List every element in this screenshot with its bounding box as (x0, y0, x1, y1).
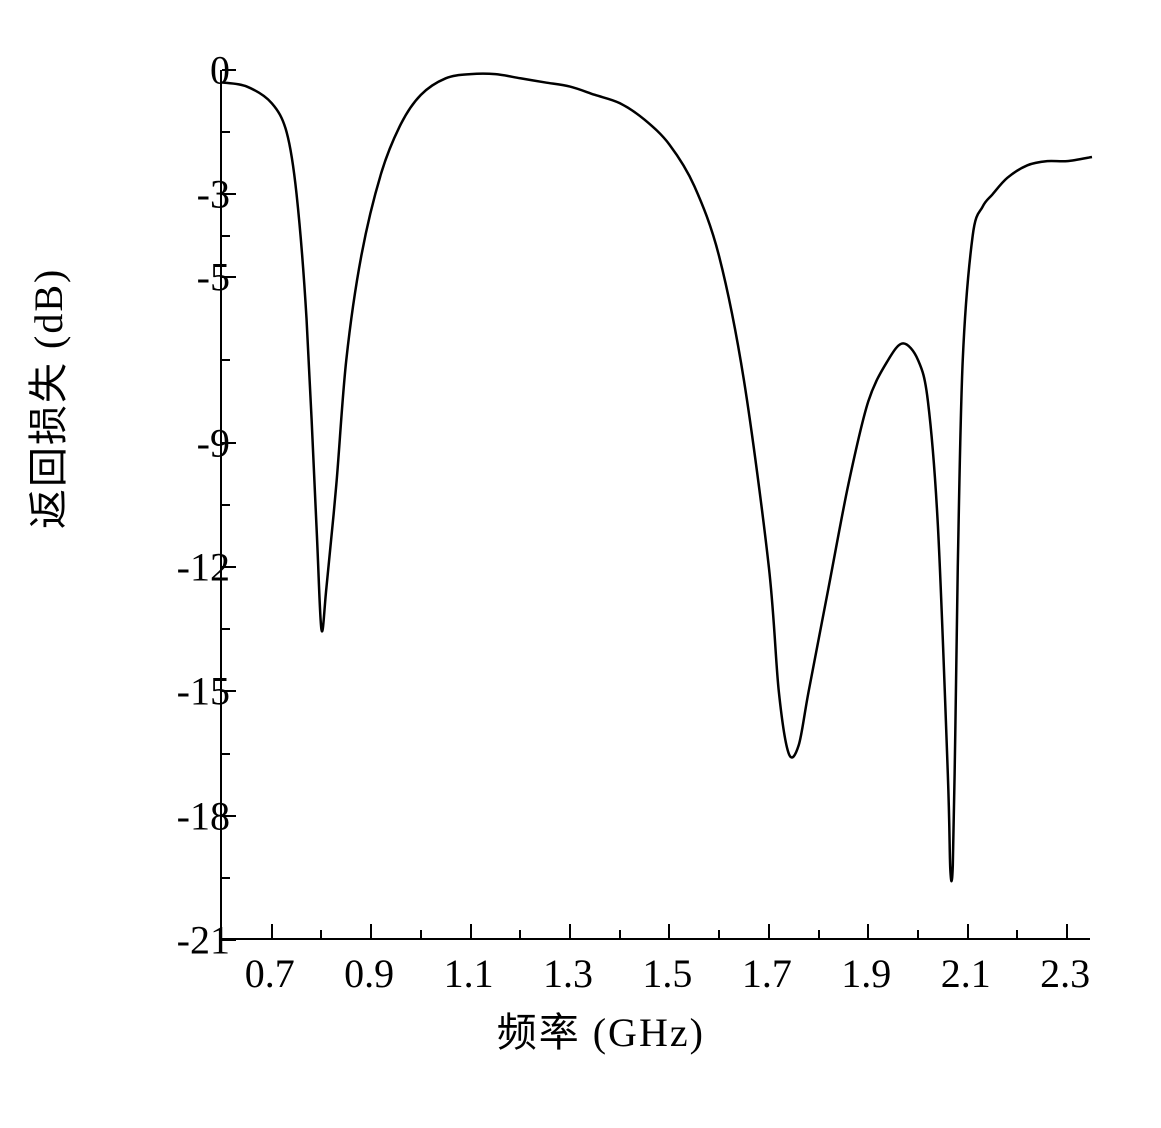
x-tick-major (271, 924, 273, 938)
chart-svg (222, 70, 1092, 940)
y-tick-label: -18 (160, 792, 230, 839)
x-tick-label: 1.5 (642, 950, 692, 997)
x-tick-minor (718, 930, 720, 938)
y-tick-label: -9 (160, 419, 230, 466)
x-tick-major (668, 924, 670, 938)
x-tick-label: 1.1 (444, 950, 494, 997)
y-axis-label: 返回损失 (dB) (16, 268, 74, 529)
x-tick-minor (320, 930, 322, 938)
x-tick-label: 0.9 (344, 950, 394, 997)
data-line (222, 74, 1092, 882)
x-tick-label: 0.7 (245, 950, 295, 997)
x-tick-major (370, 924, 372, 938)
plot-area (220, 70, 1090, 940)
x-tick-label: 1.3 (543, 950, 593, 997)
x-tick-minor (619, 930, 621, 938)
y-tick-minor (222, 628, 230, 630)
y-tick-label: -5 (160, 254, 230, 301)
x-tick-major (569, 924, 571, 938)
x-tick-minor (420, 930, 422, 938)
x-tick-label: 2.3 (1040, 950, 1090, 997)
x-tick-major (867, 924, 869, 938)
x-tick-label: 1.7 (742, 950, 792, 997)
y-tick-minor (222, 504, 230, 506)
x-tick-label: 1.9 (841, 950, 891, 997)
y-tick-label: -12 (160, 544, 230, 591)
y-tick-label: -15 (160, 668, 230, 715)
x-tick-minor (917, 930, 919, 938)
return-loss-chart: 返回损失 (dB) 频率 (GHz) 0-3-5-9-12-15-18-210.… (50, 50, 1110, 1078)
x-axis-label: 频率 (GHz) (497, 1000, 705, 1058)
x-tick-major (470, 924, 472, 938)
x-tick-minor (818, 930, 820, 938)
x-tick-label: 2.1 (941, 950, 991, 997)
x-tick-major (1066, 924, 1068, 938)
y-tick-minor (222, 877, 230, 879)
y-tick-label: 0 (160, 47, 230, 94)
x-tick-minor (519, 930, 521, 938)
x-tick-minor (1016, 930, 1018, 938)
y-tick-minor (222, 359, 230, 361)
x-tick-major (768, 924, 770, 938)
y-tick-label: -3 (160, 171, 230, 218)
y-tick-label: -21 (160, 917, 230, 964)
y-tick-minor (222, 235, 230, 237)
x-tick-major (967, 924, 969, 938)
y-tick-minor (222, 753, 230, 755)
y-tick-minor (222, 131, 230, 133)
